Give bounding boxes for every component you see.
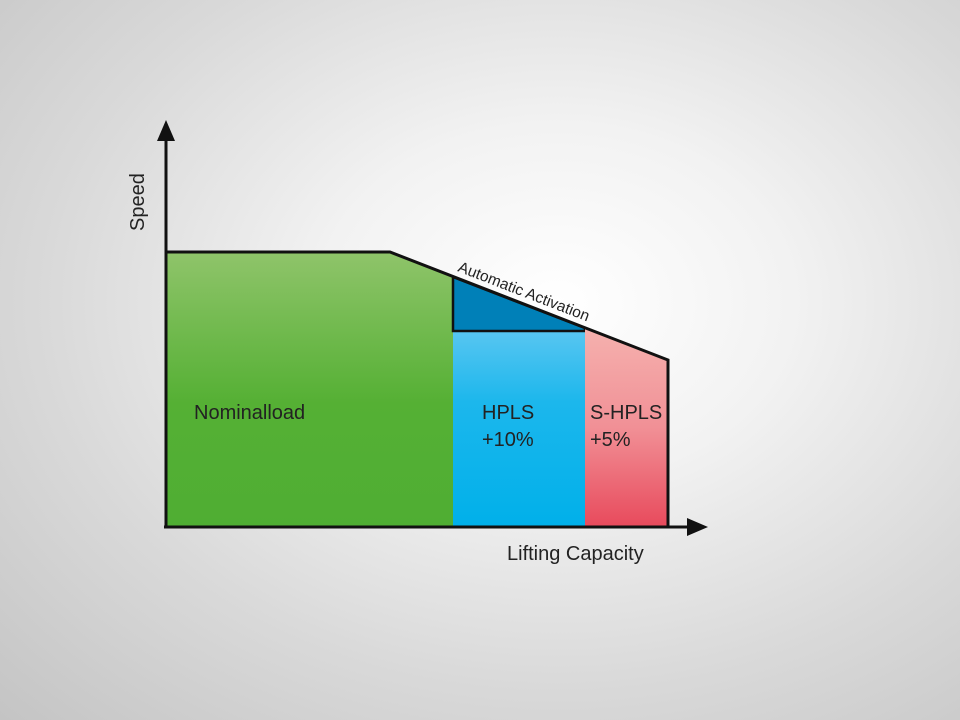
y-axis-arrow-icon — [157, 120, 175, 141]
hpls-percent-label: +10% — [482, 429, 534, 451]
s-hpls-label: S-HPLS — [590, 402, 662, 424]
capacity-boundary-line — [166, 250, 670, 527]
s-hpls-percent-label: +5% — [590, 429, 631, 451]
x-axis-arrow-icon — [687, 518, 708, 536]
x-axis-label: Lifting Capacity — [507, 543, 644, 565]
y-axis-label: Speed — [127, 173, 149, 231]
hpls-label: HPLS — [482, 402, 534, 424]
s-hpls-region — [585, 328, 668, 527]
nominal-load-region — [166, 252, 453, 527]
nominal-load-label: Nominalload — [194, 402, 305, 424]
hpls-region — [453, 277, 585, 527]
